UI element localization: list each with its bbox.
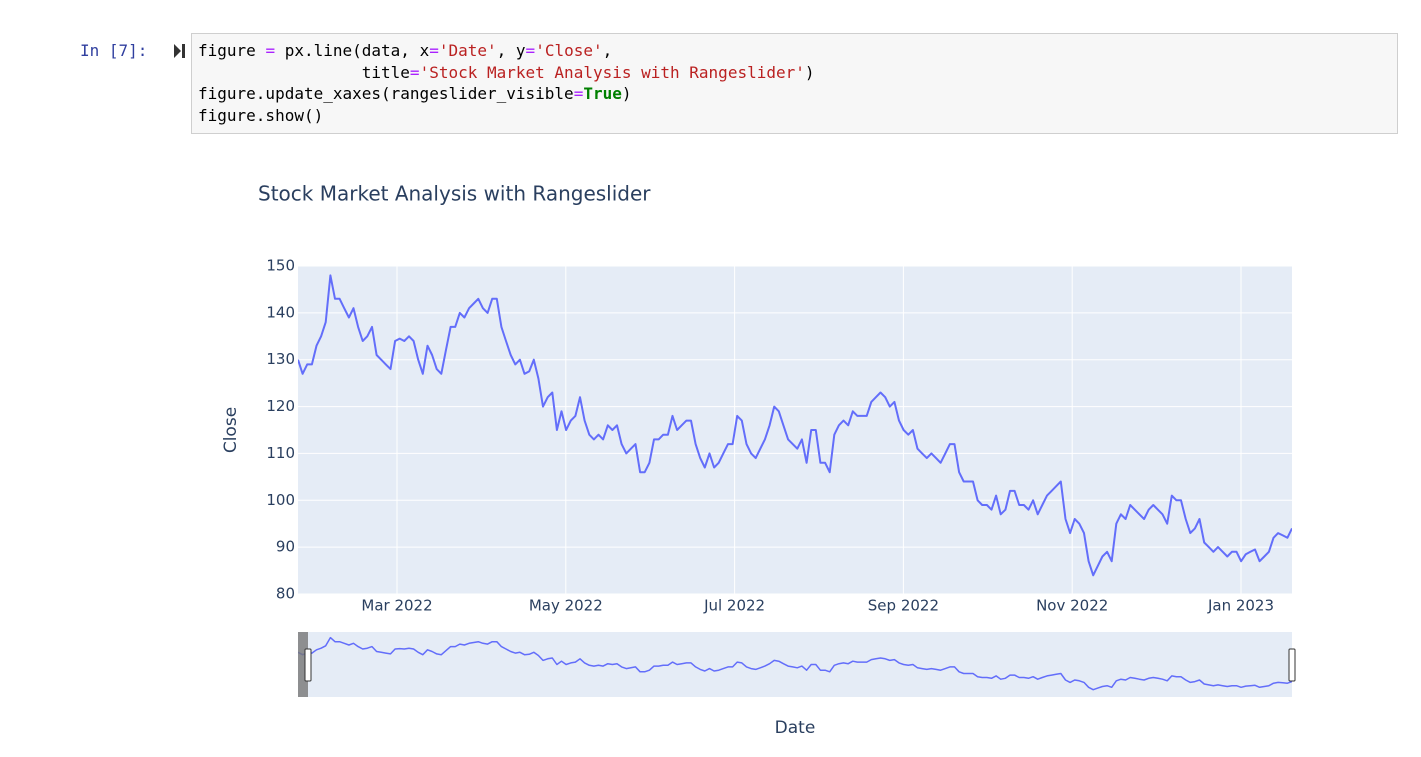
code-line: figure = px.line(data, x='Date', y='Clos… bbox=[198, 41, 613, 60]
x-tick-label: Jul 2022 bbox=[703, 597, 765, 615]
y-tick-label: 120 bbox=[266, 397, 295, 415]
rangeslider-mask bbox=[298, 632, 308, 697]
code-line: title='Stock Market Analysis with Ranges… bbox=[198, 62, 815, 82]
x-tick-label: Nov 2022 bbox=[1036, 597, 1108, 615]
y-tick-label: 150 bbox=[266, 257, 295, 275]
y-tick-label: 80 bbox=[276, 585, 295, 603]
x-tick-label: Sep 2022 bbox=[868, 597, 939, 615]
rangeslider[interactable] bbox=[298, 632, 1292, 697]
chart-title: Stock Market Analysis with Rangeslider bbox=[258, 182, 651, 206]
x-axis-label: Date bbox=[775, 718, 816, 738]
code-cell[interactable]: figure = px.line(data, x='Date', y='Clos… bbox=[191, 33, 1398, 134]
code-line: figure.update_xaxes(rangeslider_visible=… bbox=[198, 84, 632, 104]
y-tick-label: 90 bbox=[276, 538, 295, 556]
x-tick-label: Mar 2022 bbox=[361, 597, 432, 615]
code-line: figure.show() bbox=[198, 106, 324, 126]
rangeslider-handle[interactable] bbox=[1288, 648, 1296, 682]
y-tick-label: 140 bbox=[266, 303, 295, 321]
rangeslider-handle[interactable] bbox=[304, 648, 312, 682]
plot-area bbox=[298, 266, 1292, 594]
x-tick-label: Jan 2023 bbox=[1207, 597, 1274, 615]
cell-prompt: In [7]: bbox=[80, 41, 148, 60]
x-tick-label: May 2022 bbox=[529, 597, 603, 615]
y-tick-label: 110 bbox=[266, 444, 295, 462]
y-tick-label: 100 bbox=[266, 491, 295, 509]
series-line bbox=[298, 274, 1292, 577]
code: figure = px.line(data, x='Date', y='Clos… bbox=[198, 40, 815, 127]
y-axis-label: Close bbox=[221, 407, 241, 453]
run-button[interactable] bbox=[172, 43, 186, 59]
rangeslider-line bbox=[298, 636, 1292, 691]
y-tick-label: 130 bbox=[266, 350, 295, 368]
